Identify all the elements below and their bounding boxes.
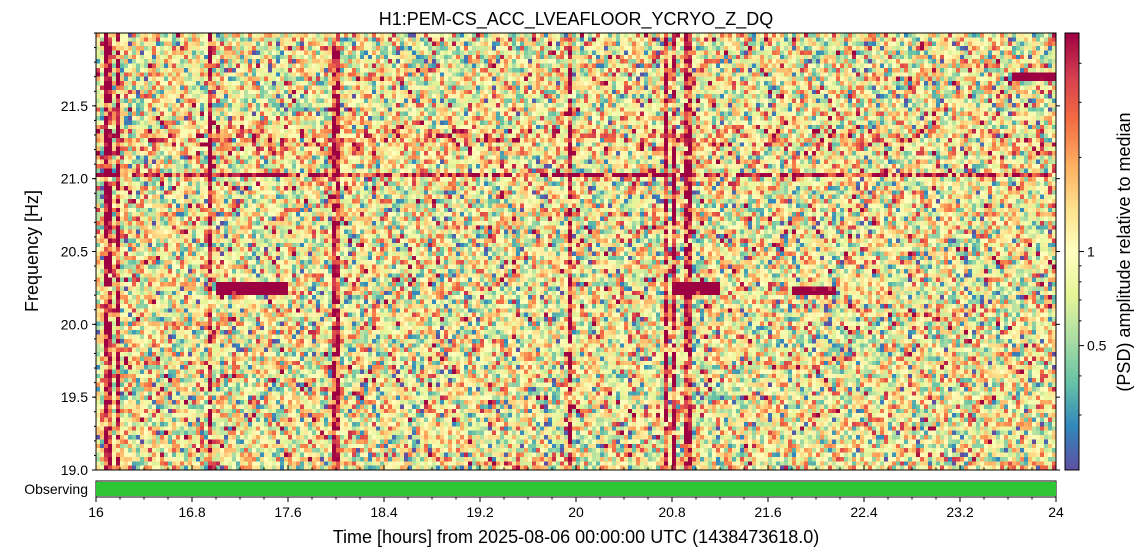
y-tick-label: 20.0 — [61, 316, 88, 332]
y-tick-label: 19.0 — [61, 462, 88, 478]
colorbar-tick-label: 1 — [1087, 244, 1095, 260]
chart-title: H1:PEM-CS_ACC_LVEAFLOOR_YCRYO_Z_DQ — [379, 9, 773, 30]
y-axis: 19.0 19.5 20.0 20.5 21.0 21.5 — [61, 32, 1060, 478]
x-tick-label: 20.8 — [658, 504, 685, 520]
y-axis-label: Frequency [Hz] — [22, 190, 42, 312]
x-tick-label: 21.6 — [754, 504, 781, 520]
x-axis: 16 16.8 17.6 18.4 19.2 20 20.8 21.6 22.4 23.2 24 — [88, 465, 1064, 520]
observing-segment-bar — [95, 480, 1057, 498]
y-tick-label: 20.5 — [61, 244, 88, 260]
x-tick-label: 17.6 — [274, 504, 301, 520]
x-tick-label: 20 — [568, 504, 584, 520]
spectrogram-heatmap — [96, 33, 1056, 470]
x-tick-label: 19.2 — [466, 504, 493, 520]
x-tick-label: 24 — [1048, 504, 1064, 520]
x-tick-label: 23.2 — [946, 504, 973, 520]
observing-segment — [96, 482, 1056, 496]
y-tick-label: 21.0 — [61, 171, 88, 187]
colorbar-gradient — [1064, 32, 1080, 471]
y-tick-label: 19.5 — [61, 389, 88, 405]
colorbar-label: (PSD) amplitude relative to median — [1114, 112, 1134, 391]
spectrogram-raster — [96, 33, 1056, 470]
x-axis-label: Time [hours] from 2025-08-06 00:00:00 UT… — [333, 527, 820, 547]
y-tick-label: 21.5 — [61, 98, 88, 114]
x-tick-label: 16.8 — [178, 504, 205, 520]
colorbar: 10.5 — [1064, 32, 1107, 471]
segment-label: Observing — [24, 481, 88, 497]
x-tick-label: 18.4 — [370, 504, 397, 520]
colorbar-tick-label: 0.5 — [1087, 338, 1107, 354]
x-tick-label: 16 — [88, 504, 104, 520]
x-tick-label: 22.4 — [850, 504, 877, 520]
